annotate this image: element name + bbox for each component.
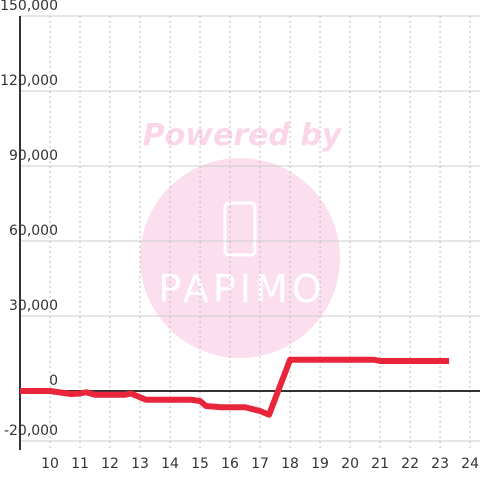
x-tick-label: 18 <box>281 456 299 472</box>
x-tick-label: 17 <box>251 456 269 472</box>
x-tick-label: 21 <box>371 456 389 472</box>
watermark-text: Powered by <box>143 118 343 153</box>
y-tick-label: 120,000 <box>0 73 58 89</box>
x-tick-label: 24 <box>461 456 479 472</box>
x-tick-label: 11 <box>71 456 89 472</box>
y-tick-label: 60,000 <box>9 223 58 239</box>
watermark-logo: PAPIMO <box>158 267 325 311</box>
line <box>20 356 450 418</box>
y-tick-label: 30,000 <box>9 298 58 314</box>
x-tick-label: 22 <box>401 456 419 472</box>
y-tick-label: -20,000 <box>4 423 58 439</box>
x-tick-label: 15 <box>191 456 209 472</box>
x-tick-label: 19 <box>311 456 329 472</box>
x-tick-label: 20 <box>341 456 359 472</box>
x-tick-label: 12 <box>101 456 119 472</box>
watermark-icon <box>223 201 257 257</box>
y-tick-label: 0 <box>49 373 58 389</box>
x-tick-label: 13 <box>131 456 149 472</box>
y-tick-label: 90,000 <box>9 148 58 164</box>
x-tick-label: 16 <box>221 456 239 472</box>
x-tick-label: 10 <box>41 456 59 472</box>
x-tick-label: 23 <box>431 456 449 472</box>
x-tick-label: 14 <box>161 456 179 472</box>
y-tick-label: 150,000 <box>0 0 58 14</box>
